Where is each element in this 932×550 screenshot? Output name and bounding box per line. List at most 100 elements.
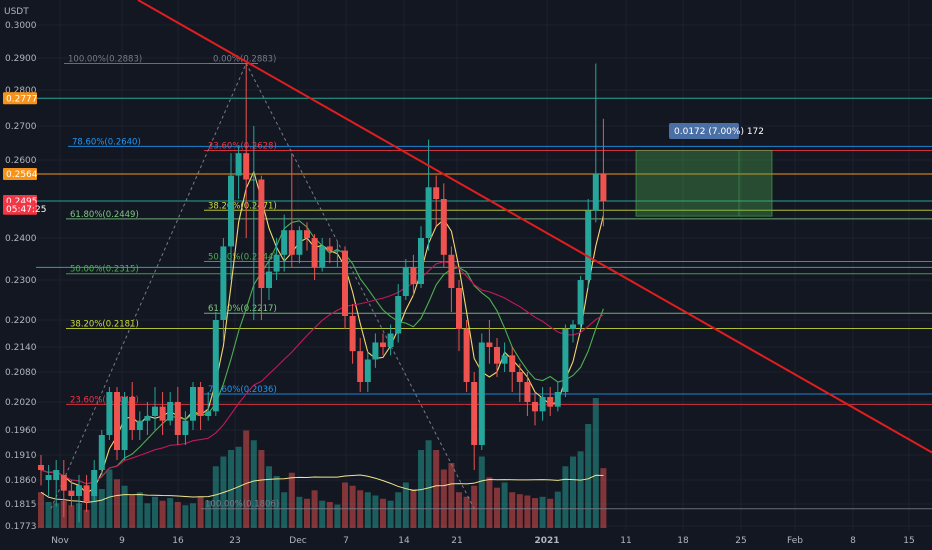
candle-body[interactable] <box>60 475 67 491</box>
volume-bar <box>547 498 554 528</box>
time-tick: Nov <box>51 536 69 546</box>
candle-body[interactable] <box>494 347 500 364</box>
candle-body[interactable] <box>258 179 265 289</box>
candle-body[interactable] <box>380 342 386 348</box>
candle-body[interactable] <box>68 490 75 496</box>
candle-body[interactable] <box>372 342 379 360</box>
candle-body[interactable] <box>509 355 516 372</box>
target-zone[interactable] <box>635 149 773 217</box>
price-badge-text: 0.2564 <box>6 170 38 180</box>
candle-body[interactable] <box>349 316 356 352</box>
fib-level-label: 50.00%(0.2315) <box>70 265 139 275</box>
candle-body[interactable] <box>136 420 143 430</box>
candle-body[interactable] <box>83 485 90 502</box>
candle-body[interactable] <box>592 174 599 211</box>
candle-body[interactable] <box>524 382 531 402</box>
candle-body[interactable] <box>600 174 607 201</box>
candle-body[interactable] <box>570 324 576 330</box>
candle-body[interactable] <box>38 465 44 470</box>
candle-body[interactable] <box>410 267 417 284</box>
price-tick: 0.2400 <box>5 234 37 244</box>
candle-body[interactable] <box>174 402 181 435</box>
candle-body[interactable] <box>91 470 98 496</box>
candle-body[interactable] <box>418 238 424 284</box>
candle-body[interactable] <box>440 199 447 255</box>
candle-body[interactable] <box>478 342 485 446</box>
candle-body[interactable] <box>152 406 158 416</box>
candle-body[interactable] <box>53 470 60 480</box>
candle-body[interactable] <box>334 250 341 252</box>
candle-body[interactable] <box>501 355 508 364</box>
candle-body[interactable] <box>129 397 136 430</box>
candle-body[interactable] <box>532 402 538 412</box>
candle-body[interactable] <box>554 392 561 407</box>
candle-body[interactable] <box>159 406 166 421</box>
candle-body[interactable] <box>121 397 128 450</box>
candle-body[interactable] <box>539 397 546 412</box>
candle-body[interactable] <box>266 271 272 288</box>
candle-body[interactable] <box>106 392 113 435</box>
candle-body[interactable] <box>76 485 82 496</box>
volume-bar <box>68 505 75 528</box>
candle-body[interactable] <box>395 296 402 334</box>
candle-body[interactable] <box>456 288 462 329</box>
candle-body[interactable] <box>220 246 227 320</box>
candle-body[interactable] <box>585 210 592 280</box>
candle-body[interactable] <box>433 187 440 199</box>
volume-bar <box>144 503 151 528</box>
candle-body[interactable] <box>304 230 310 238</box>
time-tick: 14 <box>398 536 410 546</box>
price-tick: 0.1815 <box>5 500 37 510</box>
time-tick: 25 <box>735 536 746 546</box>
candle-body[interactable] <box>448 254 455 288</box>
candle-body[interactable] <box>212 320 219 412</box>
candle-body[interactable] <box>486 342 493 348</box>
red-trendline[interactable] <box>137 0 932 454</box>
candle-body[interactable] <box>342 250 348 316</box>
candle-body[interactable] <box>364 359 371 383</box>
candle-body[interactable] <box>273 254 280 272</box>
candle-body[interactable] <box>190 387 196 421</box>
candle-body[interactable] <box>463 329 470 382</box>
candle-body[interactable] <box>387 333 394 348</box>
candle-body[interactable] <box>311 238 318 268</box>
fib-level-label: 100.00%(0.2883) <box>68 54 142 64</box>
candle-body[interactable] <box>114 392 120 450</box>
candle-body[interactable] <box>319 246 326 268</box>
candle-body[interactable] <box>205 411 212 416</box>
candle-body[interactable] <box>562 329 569 392</box>
candle-body[interactable] <box>281 230 288 255</box>
candle-body[interactable] <box>197 387 204 416</box>
candle-body[interactable] <box>250 179 257 181</box>
candle-body[interactable] <box>357 351 364 382</box>
candle-body[interactable] <box>577 280 584 325</box>
candle-body[interactable] <box>516 372 523 382</box>
volume-bar <box>342 482 348 528</box>
volume-bar <box>53 503 60 528</box>
candle-body[interactable] <box>243 153 250 180</box>
time-tick: Feb <box>787 536 803 546</box>
candle-body[interactable] <box>471 382 478 445</box>
fib-level-label: 61.80%(0.2449) <box>70 210 139 220</box>
candle-body[interactable] <box>144 416 151 421</box>
target-box[interactable]: 0.0172 (7.00%) 172 <box>635 123 773 217</box>
candle-body[interactable] <box>326 246 333 251</box>
candle-body[interactable] <box>228 175 234 247</box>
candlesticks[interactable] <box>38 63 607 523</box>
candle-body[interactable] <box>296 230 303 255</box>
candle-body[interactable] <box>235 153 242 176</box>
volume-bar <box>501 482 508 528</box>
candle-body[interactable] <box>182 420 189 435</box>
candle-body[interactable] <box>425 187 432 238</box>
candle-body[interactable] <box>288 230 295 255</box>
candle-body[interactable] <box>98 435 105 470</box>
time-tick: 7 <box>343 536 349 546</box>
candle-body[interactable] <box>402 267 409 296</box>
price-badge-bg <box>3 92 37 105</box>
candle-body[interactable] <box>45 475 52 480</box>
candle-body[interactable] <box>167 402 174 421</box>
price-axis[interactable]: USDT 0.3000 0.2900 0.2800 0.2700 0.2600 0.240… <box>4 7 37 532</box>
time-axis[interactable]: Nov 9 16 23 Dec 7 14 21 2021 11 18 25 Feb 8 15 <box>0 531 932 550</box>
candle-body[interactable] <box>547 397 554 407</box>
